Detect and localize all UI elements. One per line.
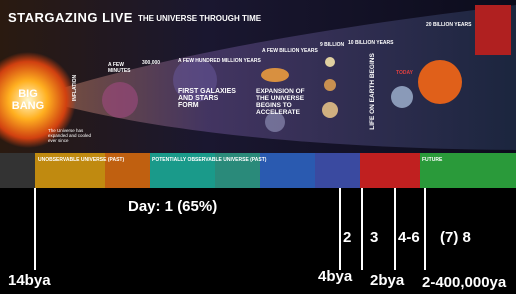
stage-label: A FEW HUNDRED MILLION YEARS (178, 58, 261, 64)
stage-label: 20 BILLION YEARS (426, 22, 471, 28)
timeline-segment (360, 153, 420, 188)
stage-label: 10 BILLION YEARS (348, 40, 393, 46)
stage-headline: LIFE ON EARTH BEGINS (369, 53, 376, 130)
poster-art (0, 0, 516, 294)
day-label: (7) 8 (440, 229, 471, 246)
stage-headline: FIRST GALAXIES AND STARS FORM (178, 88, 238, 109)
timeline-label: POTENTIALLY OBSERVABLE UNIVERSE (PAST) (152, 157, 266, 163)
stage-label: TODAY (396, 70, 413, 76)
earth (391, 86, 413, 108)
stage-label: 9 BILLION (320, 42, 344, 48)
timeline-label: FUTURE (422, 157, 442, 163)
stage-label: INFLATION (72, 75, 78, 101)
planet (324, 79, 336, 91)
day-label: 2 (343, 229, 351, 246)
timeline-segment (315, 153, 360, 188)
timeline-label: UNOBSERVABLE UNIVERSE (PAST) (38, 157, 124, 163)
day-label: Day: 1 (65%) (128, 198, 217, 215)
page: STARGAZING LIVE THE UNIVERSE THROUGH TIM… (0, 0, 516, 294)
age-label: 2bya (370, 272, 404, 289)
timeline-segment (0, 153, 35, 188)
stage-headline: EXPANSION OF THE UNIVERSE BEGINS TO ACCE… (256, 88, 312, 116)
stage-label: 300,000 (142, 60, 160, 66)
age-label: 14bya (8, 272, 51, 289)
age-label: 2-400,000ya (422, 274, 506, 291)
day-label: 4-6 (398, 229, 420, 246)
age-label: 4bya (318, 268, 352, 285)
day-label: 3 (370, 229, 378, 246)
nebula (102, 82, 138, 118)
planet (325, 57, 335, 67)
timeline-segment (260, 153, 315, 188)
galaxy (261, 68, 289, 82)
stage-label: A FEW MINUTES (108, 62, 134, 74)
big-bang-note: The Universe has expanded and cooled eve… (48, 128, 96, 143)
stage-label: A FEW BILLION YEARS (262, 48, 318, 54)
poster-title: STARGAZING LIVE (8, 10, 133, 25)
info-box (475, 5, 511, 55)
big-bang-label: BIG BANG (8, 88, 48, 112)
sun (418, 60, 462, 104)
poster-subtitle: THE UNIVERSE THROUGH TIME (138, 14, 261, 23)
planet (322, 102, 338, 118)
